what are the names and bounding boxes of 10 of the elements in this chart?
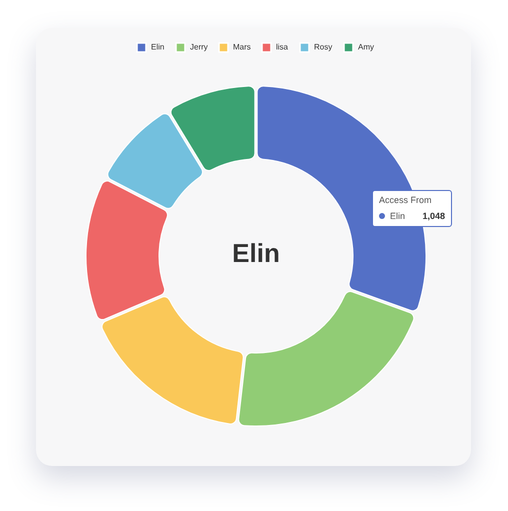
legend-label: Elin (151, 42, 164, 52)
text: 1,048 (422, 211, 445, 221)
legend-label: Rosy (314, 42, 332, 52)
legend-label: Mars (233, 42, 251, 52)
text: Elin (231, 238, 281, 269)
text: Elin (390, 211, 406, 221)
legend-label: Amy (358, 42, 374, 52)
legend-label: lisa (276, 42, 289, 52)
legend-label: Jerry (190, 42, 208, 52)
text: Access From (379, 195, 433, 205)
